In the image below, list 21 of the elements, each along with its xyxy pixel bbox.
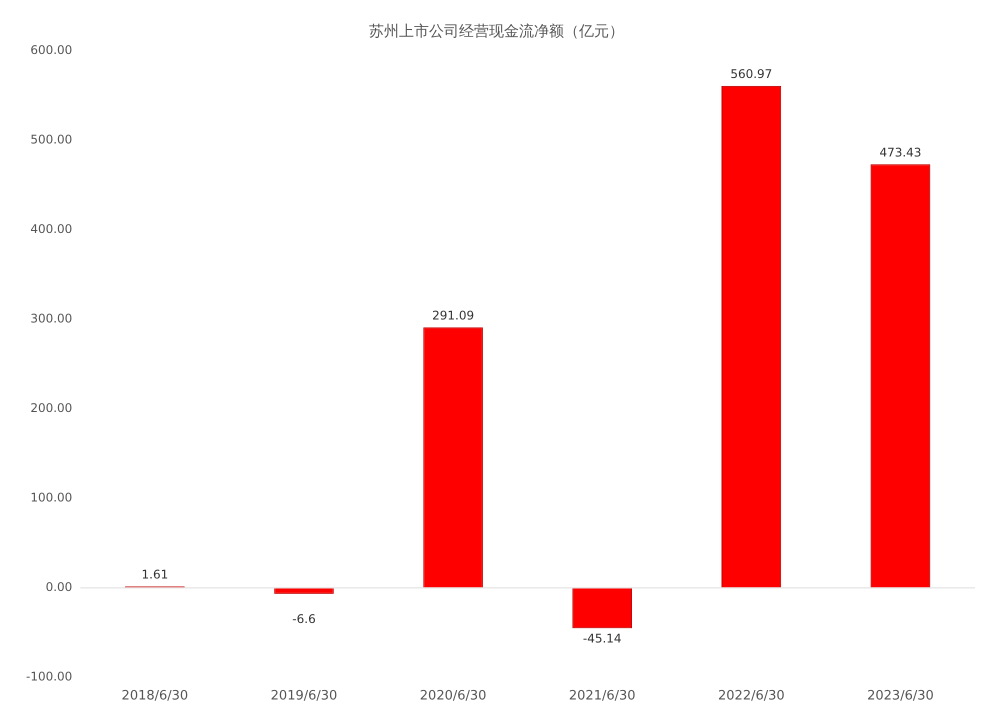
data-label: 1.61 — [142, 568, 168, 582]
data-label: 560.97 — [730, 67, 772, 82]
y-tick-label: 300.00 — [30, 312, 72, 326]
y-tick-label: 0.00 — [46, 580, 72, 594]
x-tick-label: 2023/6/30 — [867, 688, 934, 704]
x-tick-label: 2018/6/30 — [122, 688, 188, 704]
x-tick-label: 2020/6/30 — [420, 688, 486, 704]
data-label: -45.14 — [582, 631, 622, 646]
x-tick-label: 2019/6/30 — [270, 688, 338, 704]
chart-title: 苏州上市公司经营现金流净额（亿元） — [369, 22, 624, 40]
data-label: 291.09 — [432, 308, 474, 323]
y-tick-label: 600.00 — [30, 43, 72, 58]
y-tick-label: 200.00 — [30, 401, 72, 416]
y-tick-label: -100.00 — [26, 670, 72, 684]
y-tick-label: 400.00 — [30, 222, 72, 236]
x-tick-label: 2022/6/30 — [718, 688, 785, 704]
y-tick-label: 500.00 — [30, 132, 72, 147]
x-tick-label: 2021/6/30 — [568, 688, 636, 704]
data-label: 473.43 — [879, 145, 922, 160]
data-label: -6.6 — [292, 612, 316, 626]
y-tick-label: 100.00 — [30, 490, 72, 505]
